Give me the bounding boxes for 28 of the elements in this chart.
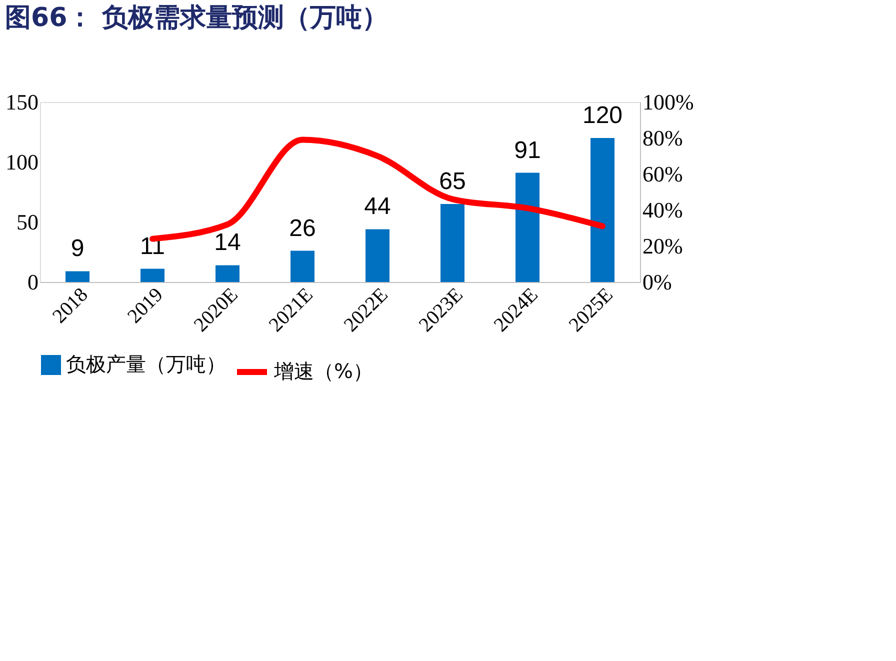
y2-tick-label: 100% [642, 90, 694, 114]
bar [440, 204, 464, 282]
data-label: 65 [439, 168, 466, 195]
bar [516, 172, 540, 282]
bar [590, 138, 614, 282]
y2-tick-label: 0% [642, 270, 672, 294]
y2-tick-label: 20% [642, 234, 683, 258]
legend-label: 增速（%） [273, 359, 374, 383]
data-label: 44 [364, 193, 391, 220]
data-label: 9 [70, 235, 84, 262]
y-tick-label: 50 [16, 210, 38, 234]
bar [366, 229, 390, 282]
y-tick-label: 150 [6, 90, 38, 114]
y2-tick-label: 40% [642, 198, 683, 222]
bar [290, 250, 314, 282]
y-tick-label: 100 [6, 150, 38, 174]
data-label: 26 [289, 214, 316, 242]
legend-label: 负极产量（万吨） [66, 352, 226, 376]
data-label: 14 [214, 229, 241, 256]
y2-tick-label: 60% [642, 162, 683, 186]
y-tick-label: 0 [28, 270, 38, 294]
data-label: 120 [582, 102, 623, 129]
data-label: 91 [514, 136, 541, 164]
bar [140, 268, 164, 282]
chart-title: 图66： 负极需求量预测（万吨） [5, 3, 388, 33]
y2-tick-label: 80% [642, 126, 683, 150]
bar [216, 265, 240, 282]
bar [66, 271, 90, 282]
